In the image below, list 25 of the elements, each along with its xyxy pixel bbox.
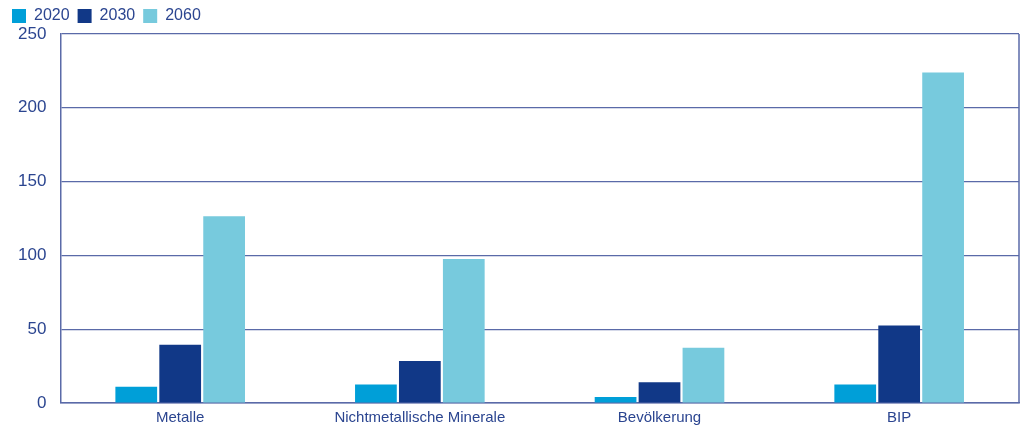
- y-tick-label: 100: [17, 245, 47, 265]
- y-tick-label: 0: [36, 392, 47, 412]
- bar: [594, 397, 637, 403]
- bar: [922, 72, 964, 403]
- bar: [834, 384, 877, 403]
- bar: [355, 384, 397, 403]
- x-tick-label: Metalle: [156, 408, 205, 426]
- bar: [682, 347, 725, 403]
- bar: [398, 360, 441, 403]
- x-tick-label: BIP: [887, 408, 912, 426]
- bar: [203, 216, 245, 403]
- y-tick-label: 200: [17, 97, 47, 117]
- x-tick-label: Bevölkerung: [617, 408, 702, 426]
- bar: [638, 382, 681, 403]
- x-tick-label: Nichtmetallische Minerale: [334, 408, 506, 426]
- y-tick-label: 50: [27, 318, 47, 338]
- y-tick-label: 150: [17, 171, 47, 191]
- legend-label: 2020: [34, 6, 70, 24]
- bar: [878, 325, 921, 403]
- legend-label: 2060: [165, 6, 201, 24]
- bar: [115, 386, 158, 403]
- bar: [442, 259, 485, 403]
- legend-label: 2030: [99, 6, 136, 24]
- y-tick-label: 250: [17, 23, 47, 43]
- bar: [159, 344, 202, 403]
